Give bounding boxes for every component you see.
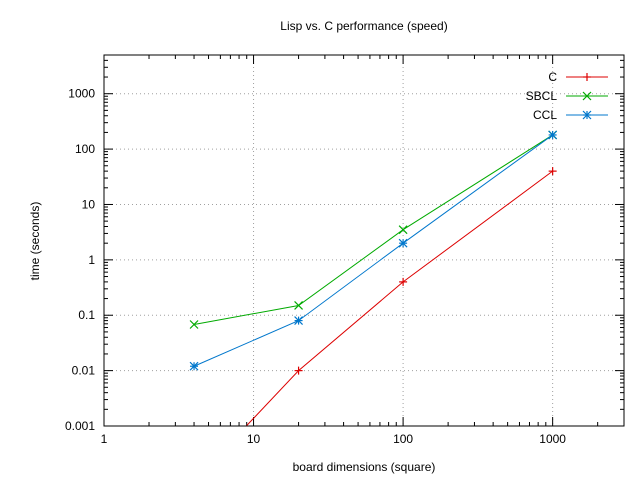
data-point-c (399, 277, 408, 286)
legend-marker-ccl (582, 110, 592, 120)
y-tick-label: 1000 (68, 87, 95, 101)
legend-label-ccl: CCL (533, 108, 557, 122)
data-point-sbcl (398, 225, 408, 235)
data-point-sbcl (294, 301, 303, 310)
plot-frame (103, 54, 625, 427)
y-tick-label: 10 (82, 197, 96, 211)
y-tick-label: 0.1 (78, 308, 95, 322)
x-tick-label: 10 (247, 432, 261, 446)
series-line-c (245, 170, 553, 426)
legend-marker-c (583, 73, 591, 81)
legend-marker-sbcl (582, 91, 592, 101)
data-point-ccl (189, 361, 199, 371)
x-tick-label: 100 (393, 432, 413, 446)
legend-label-c: C (548, 70, 557, 84)
series-line-ccl (193, 134, 553, 367)
legend: C SBCL CCL (526, 70, 608, 122)
series-line-sbcl (193, 134, 553, 326)
legend-label-sbcl: SBCL (526, 89, 558, 103)
data-point-sbcl (189, 320, 199, 329)
axis-ticks: 1 10 100 1000 0.001 0.01 0.1 1 10 100 1000 (65, 55, 624, 446)
data-point-c (294, 366, 303, 375)
data-point-ccl (294, 316, 303, 326)
chart-title: Lisp vs. C performance (speed) (280, 19, 447, 33)
x-tick-label: 1 (101, 432, 108, 446)
y-axis-title: time (seconds) (28, 202, 42, 281)
series-lines (189, 130, 558, 426)
y-tick-label: 1 (88, 253, 95, 267)
x-tick-label: 1000 (539, 432, 566, 446)
y-tick-label: 0.001 (65, 419, 95, 433)
data-point-ccl (548, 130, 558, 140)
x-axis-title: board dimensions (square) (293, 460, 436, 474)
y-tick-label: 100 (75, 142, 95, 156)
y-tick-label: 0.01 (72, 364, 96, 378)
data-point-c (548, 167, 557, 176)
data-point-ccl (398, 238, 408, 248)
